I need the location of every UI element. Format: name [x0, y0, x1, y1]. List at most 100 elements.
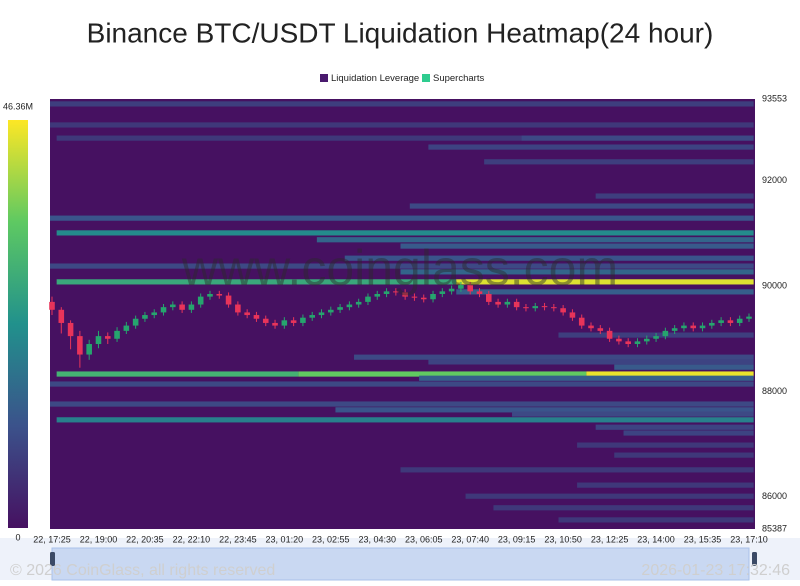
candle-body: [197, 296, 204, 305]
candle-body: [653, 336, 659, 339]
x-tick-label: 23, 07:40: [451, 534, 489, 544]
candle-body: [272, 322, 278, 326]
navigator-handle: [752, 552, 757, 566]
heat-band: [56, 279, 457, 285]
candle-body: [504, 301, 511, 305]
heat-band: [428, 144, 754, 150]
colorbar-label: 0: [15, 532, 20, 542]
heat-band: [484, 159, 754, 165]
candle-body: [736, 318, 743, 323]
candle-body: [513, 301, 520, 308]
candle-body: [123, 325, 130, 331]
x-tick-label: 22, 17:25: [33, 534, 71, 544]
candle-body: [625, 341, 631, 345]
heat-band: [298, 371, 587, 377]
candle-body: [365, 296, 371, 302]
x-tick-label: 23, 10:50: [544, 534, 582, 544]
heat-band: [50, 122, 754, 128]
heat-band: [419, 375, 754, 381]
chart-title: Binance BTC/USDT Liquidation Heatmap(24 …: [87, 17, 714, 48]
candle-body: [532, 306, 539, 309]
candle-body: [551, 307, 557, 309]
candle-body: [393, 291, 399, 293]
candle-body: [420, 297, 427, 300]
x-tick-label: 23, 06:05: [405, 534, 443, 544]
candle-body: [300, 317, 306, 323]
heat-band: [50, 101, 754, 107]
y-tick-label: 86000: [762, 491, 787, 501]
candle-body: [588, 325, 594, 329]
candle-body: [253, 315, 260, 319]
heat-band: [56, 417, 754, 423]
candle-body: [216, 293, 223, 296]
candle-body: [560, 308, 566, 313]
heat-band: [577, 442, 754, 448]
watermark: www.coinglass.com: [181, 240, 618, 296]
candle-body: [606, 330, 613, 339]
candle-body: [699, 325, 706, 329]
y-tick-label: 93553: [762, 93, 787, 103]
x-tick-label: 22, 20:35: [126, 534, 164, 544]
y-tick-label: 88000: [762, 386, 787, 396]
x-tick-label: 22, 23:45: [219, 534, 257, 544]
heat-band: [577, 482, 754, 488]
candle-body: [151, 312, 158, 316]
heat-band: [456, 279, 754, 285]
candle-body: [290, 320, 297, 323]
y-tick-label: 85387: [762, 523, 787, 533]
heat-band: [56, 230, 754, 236]
candle-body: [727, 320, 734, 323]
candle-body: [746, 316, 752, 319]
candle-body: [337, 307, 343, 310]
legend-swatch: [422, 74, 430, 82]
heat-band: [400, 269, 754, 275]
candle-body: [523, 307, 529, 309]
candle-body: [541, 306, 548, 308]
candle-body: [244, 312, 250, 316]
heat-band: [409, 203, 754, 209]
candle-body: [160, 307, 167, 313]
candle-body: [235, 304, 241, 313]
candle-body: [95, 336, 102, 345]
legend-swatch: [320, 74, 328, 82]
heat-band: [521, 135, 754, 141]
candle-body: [142, 315, 148, 319]
heat-band: [56, 135, 522, 141]
candle-body: [67, 322, 74, 337]
candle-body: [709, 322, 715, 326]
heat-band: [428, 359, 754, 365]
candle-body: [77, 336, 83, 355]
x-tick-label: 23, 09:15: [498, 534, 536, 544]
candle-body: [114, 330, 120, 339]
candle-body: [170, 304, 176, 308]
x-tick-label: 22, 22:10: [173, 534, 211, 544]
heat-band: [335, 407, 754, 413]
candle-body: [58, 309, 65, 323]
heat-band: [50, 401, 754, 407]
candle-body: [690, 325, 697, 329]
heat-band: [614, 452, 754, 458]
heat-band: [456, 289, 754, 295]
candle-body: [634, 341, 641, 345]
legend-label: Liquidation Leverage: [331, 73, 419, 84]
candle-body: [104, 336, 111, 339]
x-tick-label: 23, 14:00: [637, 534, 675, 544]
x-tick-label: 23, 12:25: [591, 534, 629, 544]
candle-body: [569, 312, 576, 318]
candle-body: [207, 293, 213, 297]
candle-body: [262, 318, 269, 323]
candle-body: [718, 320, 724, 323]
heat-band: [400, 243, 754, 249]
candle-body: [578, 317, 585, 326]
heat-band: [354, 354, 754, 360]
candle-body: [49, 301, 55, 310]
candle-body: [346, 304, 353, 308]
heat-band: [614, 364, 754, 370]
candle-body: [643, 338, 650, 342]
footer-copyright: © 2026 CoinGlass, all rights reserved: [10, 562, 275, 579]
candle-body: [458, 285, 464, 289]
heat-band: [512, 411, 754, 417]
legend-label: Supercharts: [433, 73, 484, 84]
